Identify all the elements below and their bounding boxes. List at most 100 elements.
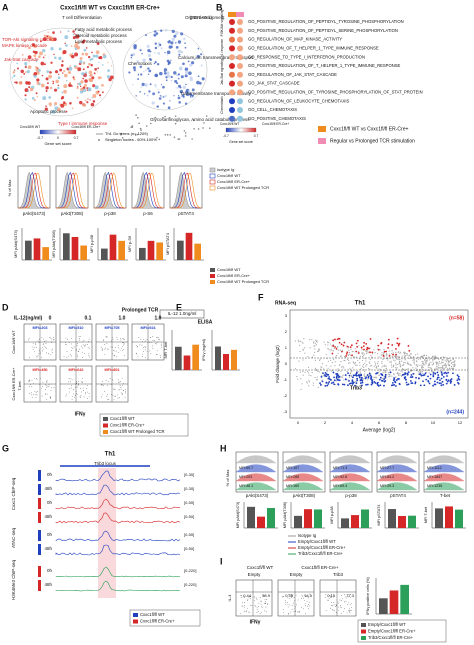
gene-point — [391, 366, 393, 368]
event — [161, 347, 163, 348]
event — [350, 602, 352, 604]
event — [81, 381, 83, 383]
gene-down — [381, 374, 384, 376]
gene-up — [338, 337, 340, 340]
label: IFNγ positive cells (%) — [366, 576, 370, 614]
gene-down — [319, 384, 322, 386]
gene-point — [396, 358, 398, 360]
event — [102, 381, 103, 382]
gene-point — [422, 362, 425, 364]
node — [131, 83, 134, 86]
node — [78, 82, 82, 86]
gene-point — [349, 367, 351, 369]
label: MFI:27.7 — [380, 466, 394, 470]
event — [35, 397, 37, 399]
event — [156, 337, 158, 338]
gene-point — [369, 362, 371, 364]
bar — [361, 509, 369, 528]
event — [124, 389, 126, 390]
label: T-bet — [440, 493, 451, 498]
node — [24, 71, 27, 73]
label: MFI=924 — [140, 326, 156, 330]
event — [85, 393, 87, 395]
gene-point — [436, 365, 438, 368]
label: pAkt(S473) — [23, 211, 46, 216]
event — [308, 597, 310, 599]
event — [345, 600, 347, 602]
gene-point — [410, 352, 412, 354]
label: (n=244) — [446, 409, 464, 415]
event — [244, 611, 246, 613]
gene-point — [348, 376, 351, 378]
bar — [63, 233, 70, 260]
event — [53, 339, 54, 341]
panel-letter: H — [220, 443, 227, 453]
event — [112, 350, 114, 351]
gene-point — [445, 364, 447, 366]
gene-point — [434, 358, 436, 360]
event — [124, 397, 126, 398]
event — [52, 337, 54, 338]
event — [247, 608, 249, 609]
event — [256, 607, 258, 609]
event — [72, 396, 73, 398]
event — [45, 342, 47, 344]
gene-point — [343, 374, 345, 376]
label: 77.3 — [346, 593, 355, 598]
event — [66, 393, 67, 395]
event — [66, 338, 68, 340]
gene-down — [389, 371, 392, 374]
gene-point — [404, 358, 406, 360]
gene-down — [358, 376, 361, 379]
gene-down — [456, 374, 459, 377]
gene-point — [413, 363, 416, 365]
event — [33, 383, 34, 384]
gene-point — [416, 369, 418, 372]
gene-point — [371, 365, 373, 367]
gene-down — [355, 382, 358, 385]
label: 0 — [285, 361, 288, 366]
event — [68, 388, 70, 390]
label: Cxxc1fl/fl ER-Cre+ — [140, 619, 175, 624]
event — [350, 596, 351, 598]
gene-point — [392, 366, 395, 368]
event — [45, 384, 46, 386]
event — [36, 356, 38, 358]
gene-point — [447, 364, 449, 366]
event — [328, 599, 329, 601]
gene-point — [384, 364, 386, 366]
node — [23, 72, 26, 75]
node — [182, 62, 185, 66]
node — [55, 79, 59, 84]
gene-point — [349, 372, 352, 375]
event — [77, 351, 79, 353]
gene-up — [346, 351, 349, 354]
legend-swatch — [361, 629, 366, 634]
gene-point — [363, 353, 366, 355]
node — [128, 71, 131, 74]
event — [122, 346, 123, 348]
gene-point — [337, 368, 339, 370]
event — [106, 337, 108, 338]
node — [25, 65, 27, 67]
gene-point — [377, 365, 379, 367]
go-term: GO_REGULATION_OF_LEUKOCYTE_CHEMOTAXIS — [248, 98, 350, 103]
gene-down — [427, 379, 430, 382]
event — [50, 337, 51, 339]
gene-down — [370, 376, 373, 378]
gene-point — [348, 349, 350, 351]
gene-down — [360, 379, 362, 382]
event — [30, 392, 32, 394]
gene-point — [335, 380, 337, 382]
node — [93, 72, 96, 75]
node — [60, 103, 65, 108]
event — [243, 610, 245, 612]
node — [69, 81, 72, 84]
label: 58.9 — [262, 593, 271, 598]
label: IL-12(ng/ml) — [14, 315, 43, 321]
gene-point — [388, 350, 390, 352]
gene-down — [380, 373, 383, 375]
event — [295, 606, 296, 608]
gene-down — [432, 375, 435, 378]
event — [77, 343, 78, 344]
